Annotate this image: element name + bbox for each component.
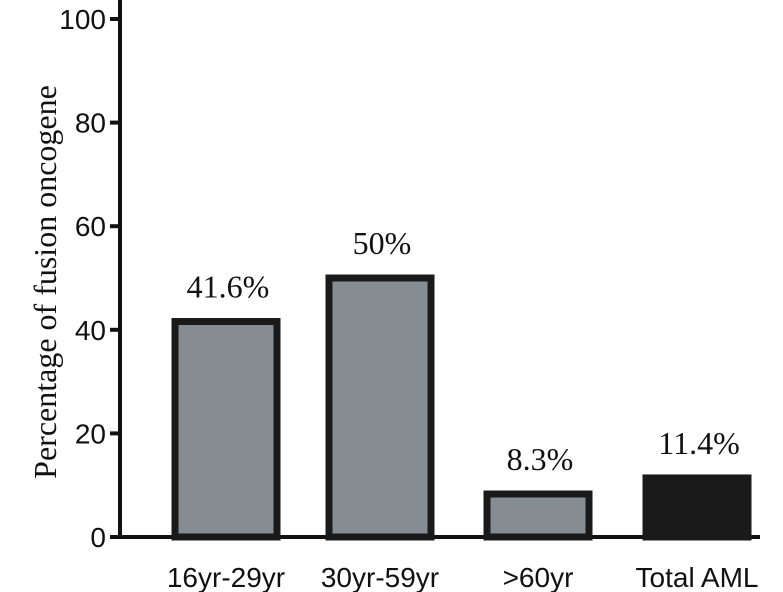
bar-value-label: 11.4% bbox=[658, 425, 739, 461]
y-tick-label: 60 bbox=[75, 211, 106, 242]
y-tick-label: 40 bbox=[75, 315, 106, 346]
bar bbox=[483, 490, 593, 541]
y-tick-label: 100 bbox=[59, 4, 106, 35]
x-category-label: Total AML bbox=[636, 562, 759, 592]
bar bbox=[642, 474, 752, 541]
y-tick-label: 0 bbox=[90, 522, 106, 553]
chart-bars bbox=[171, 274, 752, 541]
bar-value-label: 8.3% bbox=[507, 441, 574, 477]
y-axis-title: Percentage of fusion oncogene bbox=[27, 85, 63, 479]
bar bbox=[325, 274, 435, 541]
y-tick-label: 20 bbox=[75, 418, 106, 449]
x-category-label: 16yr-29yr bbox=[167, 562, 285, 592]
y-tick-label: 80 bbox=[75, 108, 106, 139]
bar-value-label: 41.6% bbox=[187, 269, 270, 305]
bar bbox=[171, 318, 281, 541]
chart-labels: 0 20 40 60 80 100 16yr-29yr 41.6% 30yr-59yr 50% >6… bbox=[59, 4, 758, 592]
x-category-label: 30yr-59yr bbox=[321, 562, 439, 592]
x-category-label: >60yr bbox=[503, 562, 574, 592]
bar-value-label: 50% bbox=[353, 225, 412, 261]
